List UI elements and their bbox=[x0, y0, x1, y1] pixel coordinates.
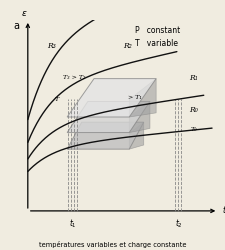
Text: $t_1$: $t_1$ bbox=[70, 217, 77, 230]
Text: R₃: R₃ bbox=[47, 42, 56, 50]
Polygon shape bbox=[67, 102, 150, 132]
Text: ε: ε bbox=[21, 9, 26, 18]
Polygon shape bbox=[67, 78, 156, 117]
Polygon shape bbox=[129, 78, 156, 117]
Text: P   constant
T   variable: P constant T variable bbox=[135, 26, 181, 48]
Text: $t_2$: $t_2$ bbox=[175, 217, 183, 230]
Text: R₁: R₁ bbox=[189, 74, 198, 82]
Polygon shape bbox=[129, 122, 144, 149]
Text: a: a bbox=[13, 21, 19, 31]
Text: > T₁: > T₁ bbox=[128, 95, 142, 100]
Text: T₀: T₀ bbox=[190, 128, 197, 132]
Text: T: T bbox=[55, 98, 59, 102]
Text: T₃ > T₂: T₃ > T₂ bbox=[63, 74, 86, 80]
Polygon shape bbox=[67, 122, 144, 149]
Text: températures variables et charge constante: températures variables et charge constan… bbox=[39, 240, 186, 248]
Text: R₂: R₂ bbox=[123, 42, 132, 50]
Polygon shape bbox=[129, 102, 150, 132]
Text: R₀: R₀ bbox=[189, 106, 198, 114]
Text: temps: temps bbox=[222, 206, 225, 216]
